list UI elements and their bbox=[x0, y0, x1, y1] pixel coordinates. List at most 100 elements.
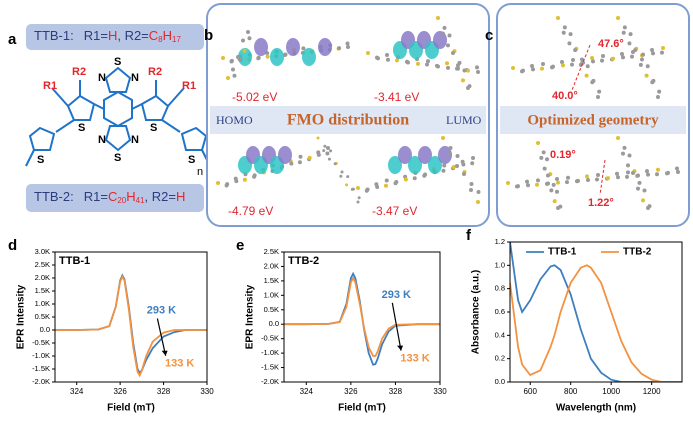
atom bbox=[555, 177, 559, 182]
atom bbox=[345, 41, 350, 46]
y-tick-label: 0.0 bbox=[269, 319, 279, 328]
orbital-lobe bbox=[318, 38, 332, 56]
atom bbox=[506, 181, 510, 185]
atom bbox=[616, 136, 620, 140]
atom bbox=[297, 160, 302, 165]
label-box bbox=[26, 24, 204, 50]
atom bbox=[441, 31, 445, 36]
angle-label: 0.19° bbox=[550, 149, 576, 161]
atom bbox=[322, 149, 326, 153]
atom bbox=[627, 41, 632, 46]
series-line bbox=[510, 242, 682, 382]
band bbox=[500, 106, 686, 134]
atom bbox=[436, 64, 440, 69]
atom bbox=[333, 162, 337, 166]
atom bbox=[650, 48, 654, 52]
atom-label: S bbox=[150, 122, 157, 134]
atom bbox=[560, 60, 564, 64]
atom bbox=[346, 45, 350, 49]
atom-label: S bbox=[188, 154, 195, 166]
x-tick-label: 326 bbox=[344, 387, 358, 396]
orbital-lobe bbox=[286, 38, 300, 56]
atom bbox=[539, 155, 544, 160]
energy-label: -3.41 eV bbox=[374, 90, 419, 104]
y-tick-label: 1.0 bbox=[495, 260, 505, 269]
atom bbox=[445, 61, 449, 66]
atom bbox=[226, 76, 230, 80]
plot-frame bbox=[509, 241, 683, 383]
panel-label: d bbox=[8, 237, 17, 254]
atom bbox=[625, 174, 629, 179]
angle-guide bbox=[599, 159, 606, 196]
atom bbox=[375, 185, 380, 189]
atom-label: N bbox=[131, 72, 139, 84]
y-tick-label: -2.0K bbox=[32, 377, 50, 386]
atom bbox=[666, 170, 670, 175]
atom bbox=[546, 173, 550, 178]
atom bbox=[595, 177, 599, 182]
atom-label: S bbox=[37, 154, 44, 166]
atom bbox=[323, 144, 327, 148]
atom bbox=[596, 173, 600, 178]
panel-label: e bbox=[236, 237, 244, 254]
atom bbox=[641, 198, 645, 203]
y-tick-label: 3.0K bbox=[35, 247, 50, 256]
atom bbox=[615, 171, 619, 176]
atom bbox=[426, 59, 430, 64]
chart-title: TTB-1 bbox=[59, 255, 90, 267]
atom bbox=[555, 189, 559, 194]
atom bbox=[416, 61, 420, 66]
y-tick-label: -1.0K bbox=[261, 348, 279, 357]
atom bbox=[638, 62, 643, 67]
atom bbox=[640, 57, 644, 62]
atom bbox=[366, 51, 370, 55]
atom bbox=[580, 57, 584, 62]
atom bbox=[385, 53, 389, 58]
y-tick-label: 0.0 bbox=[40, 325, 50, 334]
panel-label: c bbox=[485, 27, 493, 44]
atom bbox=[586, 177, 590, 182]
atom bbox=[656, 167, 660, 172]
atom bbox=[446, 65, 450, 70]
chart-title: TTB-2 bbox=[288, 255, 319, 267]
atom bbox=[645, 169, 649, 174]
atom bbox=[436, 16, 440, 20]
label-box bbox=[26, 184, 204, 212]
atom bbox=[551, 182, 556, 187]
atom bbox=[622, 145, 627, 150]
atom bbox=[606, 176, 610, 181]
atom bbox=[448, 146, 453, 150]
orbital-lobe bbox=[428, 156, 442, 174]
atom bbox=[469, 182, 474, 186]
atom bbox=[462, 68, 467, 73]
atom bbox=[541, 150, 546, 155]
atom bbox=[462, 172, 466, 176]
atom bbox=[590, 56, 594, 60]
atom bbox=[590, 80, 595, 85]
atom bbox=[525, 179, 529, 184]
legend-label: TTB-2 bbox=[623, 247, 652, 258]
atom bbox=[566, 175, 570, 180]
atom bbox=[298, 154, 303, 159]
atom bbox=[568, 32, 573, 37]
atom bbox=[530, 64, 534, 68]
atom bbox=[536, 178, 540, 183]
r-label: R2 bbox=[148, 66, 162, 78]
annotation: 293 K bbox=[147, 304, 176, 316]
atom bbox=[441, 168, 446, 173]
atom bbox=[656, 95, 660, 99]
atom bbox=[636, 186, 640, 191]
x-tick-label: 600 bbox=[524, 387, 538, 396]
y-tick-label: -0.5K bbox=[32, 338, 50, 347]
orbital-lobe bbox=[254, 38, 268, 56]
r-label: R1 bbox=[182, 80, 196, 92]
atom bbox=[346, 175, 350, 179]
y-tick-label: 1.5K bbox=[35, 286, 50, 295]
atom bbox=[628, 32, 633, 37]
atom bbox=[232, 73, 237, 78]
lumo-label: LUMO bbox=[446, 113, 482, 127]
atom-label: N bbox=[98, 134, 106, 146]
y-tick-label: 0.0 bbox=[495, 377, 505, 386]
atom bbox=[265, 54, 270, 59]
